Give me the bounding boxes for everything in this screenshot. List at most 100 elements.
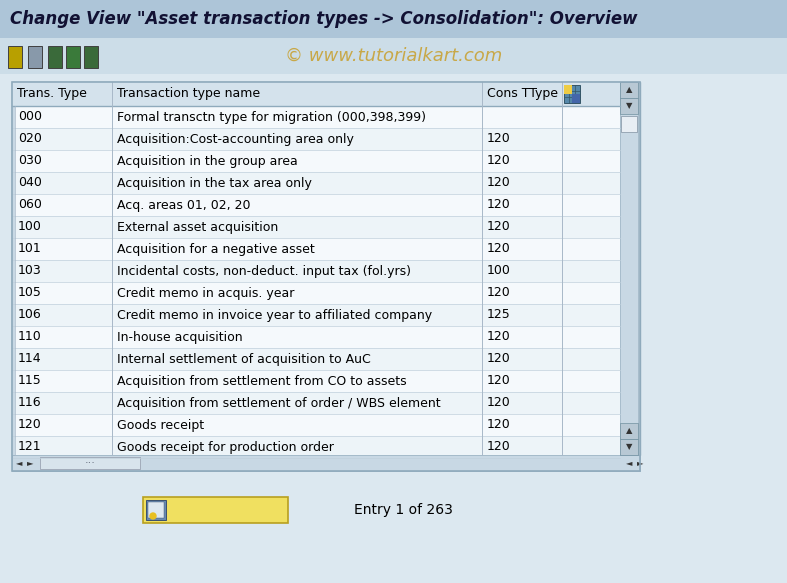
Text: ▲: ▲	[626, 427, 632, 436]
Text: 120: 120	[487, 132, 511, 146]
Text: 120: 120	[487, 286, 511, 300]
Text: 103: 103	[18, 265, 42, 278]
Text: ▼: ▼	[626, 442, 632, 451]
Bar	[620, 98, 638, 114]
Text: 120: 120	[487, 419, 511, 431]
Text: Goods receipt for production order: Goods receipt for production order	[117, 441, 334, 454]
Bar	[146, 500, 166, 520]
Bar	[0, 0, 787, 38]
Text: External asset acquisition: External asset acquisition	[117, 220, 279, 234]
Text: ◄: ◄	[626, 458, 632, 468]
Text: Trans. Type: Trans. Type	[17, 87, 87, 100]
Text: 120: 120	[487, 154, 511, 167]
Text: 106: 106	[18, 308, 42, 321]
Text: ►: ►	[637, 458, 643, 468]
Bar	[12, 82, 620, 106]
Bar	[12, 348, 15, 370]
Bar	[8, 46, 22, 68]
Text: Goods receipt: Goods receipt	[117, 419, 204, 431]
Bar	[12, 238, 620, 260]
Bar	[12, 304, 15, 326]
Text: 020: 020	[18, 132, 42, 146]
Text: 120: 120	[487, 353, 511, 366]
Text: 115: 115	[18, 374, 42, 388]
Text: Acquisition in the tax area only: Acquisition in the tax area only	[117, 177, 312, 189]
Bar	[12, 106, 620, 128]
Bar	[12, 326, 15, 348]
Bar	[12, 326, 620, 348]
Bar	[12, 436, 15, 458]
Bar	[12, 128, 15, 150]
Bar	[620, 82, 638, 455]
Text: 120: 120	[487, 177, 511, 189]
Bar	[12, 260, 15, 282]
Text: 040: 040	[18, 177, 42, 189]
Text: 120: 120	[18, 419, 42, 431]
Text: Cons TType: Cons TType	[487, 87, 558, 100]
Text: 100: 100	[18, 220, 42, 234]
Text: 000: 000	[18, 111, 42, 124]
Text: 116: 116	[18, 396, 42, 409]
Text: 120: 120	[487, 243, 511, 255]
Bar	[12, 348, 620, 370]
Text: Change View "Asset transaction types -> Consolidation": Overview: Change View "Asset transaction types -> …	[10, 10, 637, 28]
Text: 060: 060	[18, 198, 42, 212]
Text: 120: 120	[487, 331, 511, 343]
Bar	[12, 282, 15, 304]
Bar	[620, 423, 638, 439]
Bar	[12, 436, 620, 458]
Bar	[12, 260, 620, 282]
Bar	[28, 46, 42, 68]
Bar	[564, 85, 572, 94]
Text: Acquisition from settlement of order / WBS element: Acquisition from settlement of order / W…	[117, 396, 441, 409]
Bar	[12, 238, 15, 260]
Bar	[572, 94, 580, 103]
Bar	[48, 46, 62, 68]
Bar	[40, 457, 140, 469]
Text: Position...: Position...	[173, 504, 244, 517]
Text: Acquisition from settlement from CO to assets: Acquisition from settlement from CO to a…	[117, 374, 407, 388]
Bar	[620, 82, 638, 98]
Bar	[12, 392, 620, 414]
Bar	[621, 116, 637, 132]
Text: 100: 100	[487, 265, 511, 278]
Bar	[12, 370, 15, 392]
Bar	[12, 282, 620, 304]
Text: In-house acquisition: In-house acquisition	[117, 331, 242, 343]
Bar	[84, 46, 98, 68]
Bar	[12, 194, 620, 216]
Text: Credit memo in acquis. year: Credit memo in acquis. year	[117, 286, 294, 300]
Bar	[12, 414, 15, 436]
Text: ···: ···	[84, 458, 95, 468]
Text: 120: 120	[487, 441, 511, 454]
Bar	[12, 150, 15, 172]
Circle shape	[150, 513, 156, 519]
Bar	[12, 82, 640, 455]
Bar	[12, 216, 620, 238]
Text: 121: 121	[18, 441, 42, 454]
Bar	[12, 106, 15, 128]
Bar	[12, 128, 620, 150]
Bar	[564, 85, 580, 103]
Text: 105: 105	[18, 286, 42, 300]
Text: Internal settlement of acquisition to AuC: Internal settlement of acquisition to Au…	[117, 353, 371, 366]
Text: 120: 120	[487, 374, 511, 388]
Bar	[12, 172, 620, 194]
Text: 120: 120	[487, 220, 511, 234]
FancyBboxPatch shape	[143, 497, 288, 523]
Bar	[12, 414, 620, 436]
Text: 030: 030	[18, 154, 42, 167]
Text: Incidental costs, non-deduct. input tax (fol.yrs): Incidental costs, non-deduct. input tax …	[117, 265, 411, 278]
Text: Acquisition in the group area: Acquisition in the group area	[117, 154, 297, 167]
Text: Entry 1 of 263: Entry 1 of 263	[354, 503, 453, 517]
Text: 120: 120	[487, 396, 511, 409]
Bar	[12, 172, 15, 194]
Text: Acq. areas 01, 02, 20: Acq. areas 01, 02, 20	[117, 198, 250, 212]
Text: ▲: ▲	[626, 86, 632, 94]
Text: Transaction type name: Transaction type name	[117, 87, 260, 100]
Text: 110: 110	[18, 331, 42, 343]
Bar	[12, 370, 620, 392]
Bar	[148, 502, 164, 518]
Text: Acquisition for a negative asset: Acquisition for a negative asset	[117, 243, 315, 255]
Text: ◄: ◄	[16, 458, 22, 468]
